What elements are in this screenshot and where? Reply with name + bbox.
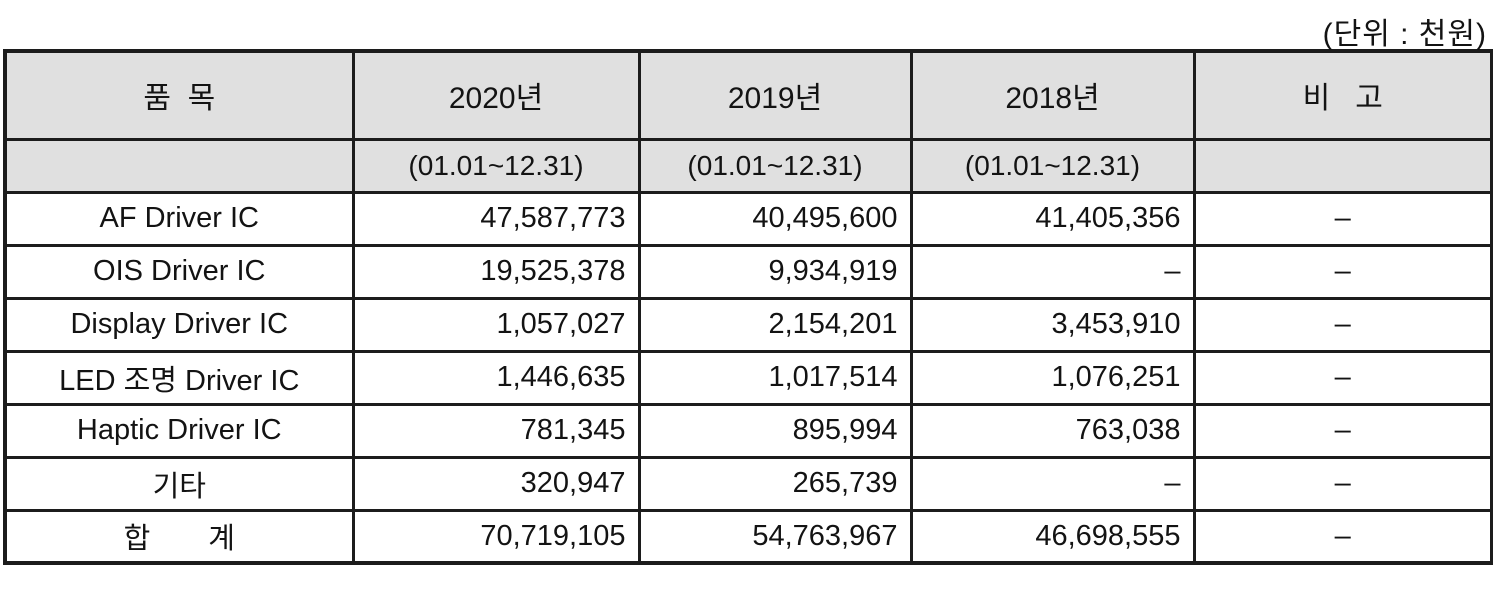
subheader-period-2018: (01.01~12.31) [909,137,1196,194]
value-cell-2019: 54,763,967 [637,508,913,565]
subheader-note-empty [1192,137,1493,194]
item-cell: OIS Driver IC [3,243,355,300]
table-row-display-driver-ic: Display Driver IC 1,057,027 2,154,201 3,… [3,296,1493,353]
note-cell: – [1192,402,1493,459]
value-cell-2018: 1,076,251 [909,349,1196,406]
note-cell: – [1192,296,1493,353]
subheader-item-empty [3,137,355,194]
value-cell-2019: 265,739 [637,455,913,512]
item-cell: 합 계 [3,508,355,565]
item-cell: Display Driver IC [3,296,355,353]
sales-by-product-table: 품 목 2020년 2019년 2018년 비 고 (01.01~12.31) … [3,49,1493,565]
table-row-ois-driver-ic: OIS Driver IC 19,525,378 9,934,919 – – [3,243,1493,300]
value-cell-2019: 9,934,919 [637,243,913,300]
value-cell-2019: 1,017,514 [637,349,913,406]
column-header-2019: 2019년 [637,49,913,141]
value-cell-2018: 41,405,356 [909,190,1196,247]
value-cell-2018: – [909,455,1196,512]
value-cell-2019: 895,994 [637,402,913,459]
table-row-total: 합 계 70,719,105 54,763,967 46,698,555 – [3,508,1493,565]
subheader-period-2020: (01.01~12.31) [351,137,641,194]
item-cell: LED 조명 Driver IC [3,349,355,406]
value-cell-2020: 1,446,635 [351,349,641,406]
value-cell-2020: 47,587,773 [351,190,641,247]
item-cell: 기타 [3,455,355,512]
value-cell-2019: 2,154,201 [637,296,913,353]
column-header-note: 비 고 [1192,49,1493,141]
value-cell-2020: 19,525,378 [351,243,641,300]
value-cell-2018: 763,038 [909,402,1196,459]
note-cell: – [1192,455,1493,512]
subheader-period-2019: (01.01~12.31) [637,137,913,194]
table-row-led-driver-ic: LED 조명 Driver IC 1,446,635 1,017,514 1,0… [3,349,1493,406]
table-row-af-driver-ic: AF Driver IC 47,587,773 40,495,600 41,40… [3,190,1493,247]
column-header-2018: 2018년 [909,49,1196,141]
note-cell: – [1192,190,1493,247]
value-cell-2019: 40,495,600 [637,190,913,247]
value-cell-2020: 781,345 [351,402,641,459]
table-row-haptic-driver-ic: Haptic Driver IC 781,345 895,994 763,038… [3,402,1493,459]
unit-label: (단위 : 천원) [1322,18,1487,51]
value-cell-2020: 1,057,027 [351,296,641,353]
subheader-row: (01.01~12.31) (01.01~12.31) (01.01~12.31… [3,137,1493,194]
value-cell-2020: 320,947 [351,455,641,512]
item-cell: Haptic Driver IC [3,402,355,459]
column-header-2020: 2020년 [351,49,641,141]
value-cell-2020: 70,719,105 [351,508,641,565]
value-cell-2018: – [909,243,1196,300]
value-cell-2018: 3,453,910 [909,296,1196,353]
note-cell: – [1192,508,1493,565]
item-cell: AF Driver IC [3,190,355,247]
note-cell: – [1192,349,1493,406]
header-row: 품 목 2020년 2019년 2018년 비 고 [3,49,1493,141]
value-cell-2018: 46,698,555 [909,508,1196,565]
note-cell: – [1192,243,1493,300]
table-row-etc: 기타 320,947 265,739 – – [3,455,1493,512]
column-header-item: 품 목 [3,49,355,141]
